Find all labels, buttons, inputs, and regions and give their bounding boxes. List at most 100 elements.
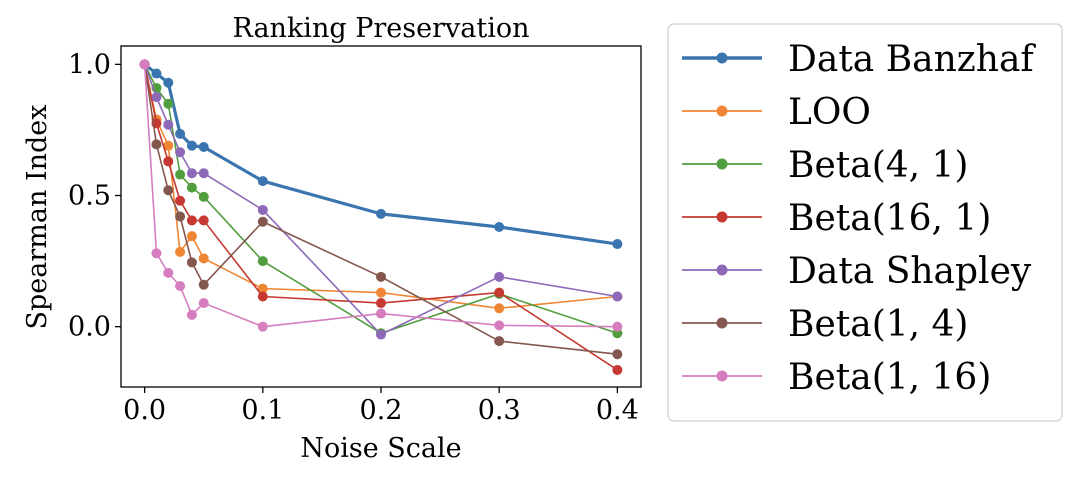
data-point (163, 156, 174, 167)
data-point (139, 59, 150, 70)
data-point (494, 221, 505, 232)
y-tick-label: 1.0 (68, 49, 111, 80)
data-point (376, 271, 386, 282)
data-point (198, 253, 209, 264)
legend-marker (716, 211, 728, 223)
data-point (257, 256, 268, 267)
data-point (376, 329, 386, 340)
x-tick-label: 0.2 (360, 395, 403, 426)
data-point (175, 195, 186, 206)
x-axis-label: Noise Scale (300, 433, 461, 464)
data-point (257, 283, 268, 294)
data-point (612, 364, 623, 375)
x-tick-label: 0.1 (241, 395, 284, 426)
legend-entry: LOO (682, 92, 871, 133)
data-point (151, 92, 162, 103)
chart-title: Ranking Preservation (233, 13, 530, 44)
legend-label: Data Shapley (788, 251, 1032, 292)
plot-marks (139, 59, 623, 375)
series-line (143, 64, 618, 356)
data-point (163, 267, 174, 278)
y-tick-label: 0.5 (68, 181, 111, 212)
data-point (163, 119, 174, 130)
legend-marker (716, 370, 728, 382)
legend-marker (716, 317, 728, 329)
series-beta-16-1 (139, 59, 623, 375)
x-tick-label: 0.0 (123, 395, 166, 426)
data-point (612, 321, 623, 332)
data-point (376, 308, 386, 319)
legend-marker (716, 52, 728, 64)
series-line (143, 64, 618, 336)
data-point (151, 139, 162, 150)
data-point (151, 248, 162, 259)
data-point (198, 298, 209, 309)
series-data-shapley (139, 59, 623, 340)
data-point (494, 271, 505, 282)
series-line (143, 64, 618, 328)
data-point (175, 281, 186, 292)
data-point (376, 298, 386, 309)
data-point (175, 169, 186, 180)
y-axis-label: Spearman Index (22, 105, 53, 330)
data-point (186, 182, 197, 193)
y-tick-label: 0.0 (68, 312, 111, 343)
data-point (257, 176, 268, 187)
data-point (175, 128, 186, 139)
data-point (186, 215, 197, 226)
data-point (494, 303, 505, 314)
legend-frame (667, 23, 1063, 422)
data-point (186, 231, 197, 242)
legend-entry: Data Shapley (682, 251, 1032, 292)
data-point (494, 287, 505, 298)
data-point (163, 185, 174, 196)
legend-marker (716, 105, 728, 117)
legend-label: Beta(4, 1) (788, 145, 968, 186)
legend-entry: Beta(16, 1) (682, 198, 991, 239)
data-point (376, 208, 386, 219)
data-point (198, 168, 209, 179)
legend: Data Banzhaf LOO Beta(4, 1) Beta(16, 1) Data… (682, 39, 1036, 398)
legend-label: LOO (788, 92, 871, 133)
legend-entry: Beta(1, 4) (682, 304, 968, 345)
data-point (186, 309, 197, 320)
data-point (198, 279, 209, 290)
series-line (143, 64, 618, 310)
data-point (376, 287, 386, 298)
data-point (163, 98, 174, 109)
data-point (198, 141, 209, 152)
data-point (494, 336, 505, 347)
series-line (143, 64, 618, 335)
series-line (143, 63, 618, 246)
legend-entry: Beta(1, 16) (682, 357, 991, 398)
data-point (175, 211, 186, 222)
legend-label: Beta(1, 4) (788, 304, 968, 345)
legend-label: Beta(1, 16) (788, 357, 991, 398)
data-point (257, 321, 268, 332)
x-tick-label: 0.4 (596, 395, 639, 426)
data-point (612, 291, 623, 302)
data-point (186, 257, 197, 268)
data-point (494, 320, 505, 331)
data-point (163, 77, 174, 88)
series-line (143, 64, 618, 371)
data-point (612, 239, 623, 250)
x-tick-label: 0.3 (478, 395, 521, 426)
data-point (257, 216, 268, 227)
data-point (151, 68, 162, 79)
data-point (198, 191, 209, 202)
data-point (175, 147, 186, 158)
data-point (175, 246, 186, 257)
data-point (186, 168, 197, 179)
data-point (163, 140, 174, 151)
legend-entry: Data Banzhaf (682, 39, 1036, 80)
series-data-banzhaf (139, 59, 623, 250)
data-point (612, 349, 623, 360)
legend-entry: Beta(4, 1) (682, 145, 968, 186)
data-point (257, 291, 268, 302)
data-point (198, 215, 209, 226)
legend-label: Data Banzhaf (788, 39, 1036, 80)
series-beta-1-16 (139, 59, 623, 332)
data-point (186, 140, 197, 151)
